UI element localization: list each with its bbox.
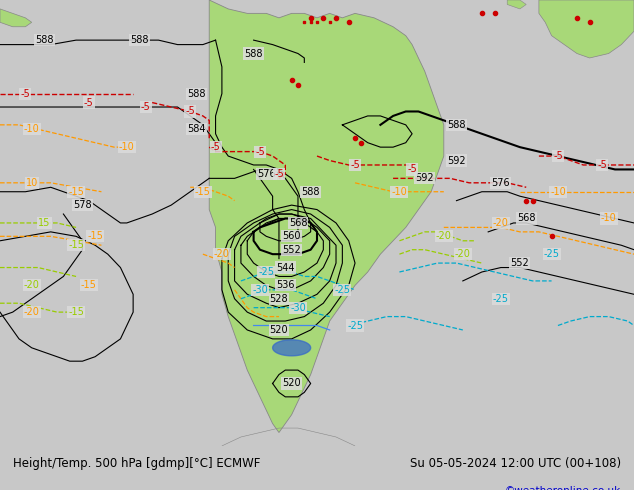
- Text: -15: -15: [81, 280, 97, 291]
- Text: -5: -5: [274, 169, 284, 179]
- Text: -25: -25: [347, 320, 363, 331]
- Text: -20: -20: [436, 231, 452, 242]
- Text: -5: -5: [407, 165, 417, 174]
- Text: -5: -5: [210, 142, 221, 152]
- Text: -5: -5: [597, 160, 607, 170]
- Text: 576: 576: [491, 178, 510, 188]
- Text: 584: 584: [187, 124, 206, 134]
- Text: -5: -5: [20, 89, 30, 98]
- Text: 588: 588: [35, 35, 54, 45]
- Text: -30: -30: [290, 303, 306, 313]
- Text: 10: 10: [25, 178, 38, 188]
- Text: 588: 588: [244, 49, 263, 58]
- Polygon shape: [273, 340, 311, 356]
- Text: 592: 592: [415, 173, 434, 183]
- Text: -5: -5: [255, 147, 265, 157]
- Text: -20: -20: [455, 249, 471, 259]
- Text: -5: -5: [553, 151, 563, 161]
- Polygon shape: [539, 0, 634, 58]
- Text: 520: 520: [282, 378, 301, 389]
- Text: 544: 544: [276, 263, 295, 272]
- Text: Height/Temp. 500 hPa [gdmp][°C] ECMWF: Height/Temp. 500 hPa [gdmp][°C] ECMWF: [13, 457, 260, 470]
- Text: -30: -30: [252, 285, 268, 295]
- Text: -25: -25: [493, 294, 509, 304]
- Text: -5: -5: [185, 106, 195, 117]
- Text: 576: 576: [257, 169, 276, 179]
- Text: 560: 560: [282, 231, 301, 242]
- Text: -20: -20: [214, 249, 230, 259]
- Text: 536: 536: [276, 280, 295, 291]
- Text: 520: 520: [269, 325, 288, 335]
- Text: -15: -15: [87, 231, 103, 242]
- Text: ©weatheronline.co.uk: ©weatheronline.co.uk: [505, 486, 621, 490]
- Polygon shape: [507, 0, 526, 9]
- Text: -5: -5: [350, 160, 360, 170]
- Text: -25: -25: [258, 267, 275, 277]
- Text: 588: 588: [187, 89, 206, 98]
- Text: 592: 592: [447, 155, 466, 166]
- Text: -15: -15: [195, 187, 211, 197]
- Text: -10: -10: [601, 214, 616, 223]
- Text: -15: -15: [68, 240, 84, 250]
- Text: 588: 588: [130, 35, 149, 45]
- Text: -20: -20: [23, 307, 40, 317]
- Polygon shape: [0, 9, 32, 27]
- Polygon shape: [209, 0, 444, 433]
- Text: -15: -15: [68, 307, 84, 317]
- Text: Su 05-05-2024 12:00 UTC (00+108): Su 05-05-2024 12:00 UTC (00+108): [410, 457, 621, 470]
- Text: -25: -25: [334, 285, 351, 295]
- Text: 588: 588: [301, 187, 320, 197]
- Text: -10: -10: [24, 124, 39, 134]
- Text: 552: 552: [282, 245, 301, 255]
- Text: 578: 578: [73, 200, 92, 210]
- Text: -5: -5: [84, 98, 94, 108]
- Text: 568: 568: [288, 218, 307, 228]
- Text: -25: -25: [543, 249, 560, 259]
- Text: 588: 588: [447, 120, 466, 130]
- Text: -15: -15: [68, 187, 84, 197]
- Text: -20: -20: [493, 218, 509, 228]
- Text: 552: 552: [510, 258, 529, 268]
- Text: 568: 568: [517, 214, 536, 223]
- Text: -10: -10: [119, 142, 134, 152]
- Text: 528: 528: [269, 294, 288, 304]
- Text: -10: -10: [392, 187, 407, 197]
- Text: -5: -5: [141, 102, 151, 112]
- Text: 15: 15: [38, 218, 51, 228]
- Text: -20: -20: [23, 280, 40, 291]
- Text: -10: -10: [550, 187, 566, 197]
